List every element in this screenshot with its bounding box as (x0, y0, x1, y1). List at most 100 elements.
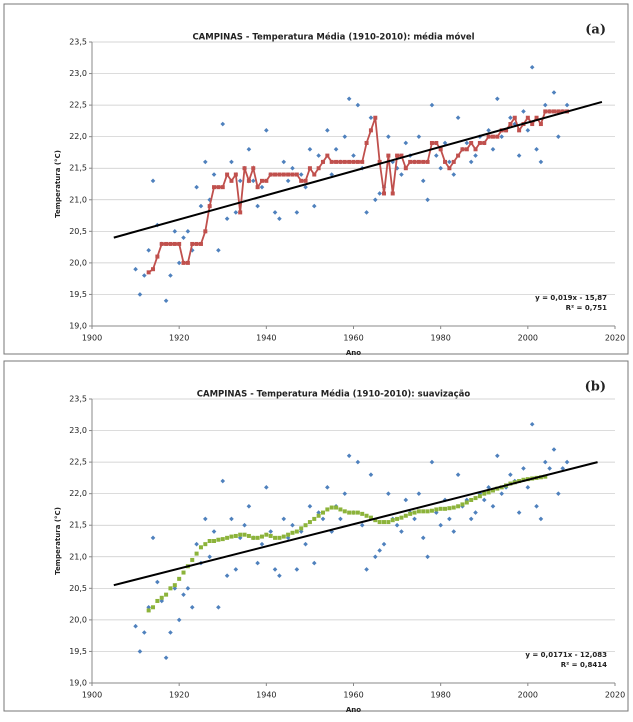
square-marker (538, 122, 543, 127)
square-marker (473, 496, 478, 501)
diamond-marker (311, 203, 317, 209)
diamond-marker (146, 247, 151, 253)
diamond-marker (298, 529, 304, 534)
diamond-marker (198, 203, 204, 209)
square-marker (159, 241, 164, 246)
chart-panel: CAMPINAS - Temperatura Média (1910-2010)… (3, 360, 629, 714)
square-marker (364, 140, 369, 145)
square-marker (425, 159, 430, 164)
square-marker (251, 535, 256, 540)
square-marker (347, 510, 352, 515)
square-marker (429, 140, 434, 145)
diamond-marker (372, 197, 378, 203)
y-tick-label: 22,0 (69, 489, 87, 498)
diamond-marker (264, 485, 269, 490)
diamond-marker (381, 541, 387, 547)
diamond-marker (194, 184, 199, 190)
diamond-marker (490, 503, 496, 509)
diamond-marker (207, 554, 212, 560)
square-marker (155, 254, 160, 259)
x-axis-label: Ano (346, 349, 361, 357)
diamond-marker (281, 159, 287, 165)
square-marker (451, 505, 456, 510)
square-marker (438, 506, 443, 511)
square-marker (151, 605, 156, 610)
diamond-marker (451, 172, 457, 177)
diamond-marker (268, 529, 273, 534)
diamond-marker (142, 630, 147, 635)
diamond-marker (150, 535, 156, 541)
square-marker (447, 166, 452, 171)
diamond-marker (342, 491, 348, 496)
square-marker (521, 477, 526, 482)
square-marker (390, 518, 395, 523)
x-tick-label: 1940 (256, 691, 276, 700)
diamond-marker (473, 510, 478, 515)
diamond-marker (564, 102, 570, 108)
diamond-marker (329, 529, 335, 534)
square-marker (434, 140, 439, 145)
y-tick-label: 20,5 (69, 227, 87, 236)
diamond-marker (237, 178, 243, 184)
diamond-marker (542, 459, 548, 465)
square-marker (447, 506, 452, 511)
square-marker (259, 178, 264, 183)
square-marker (421, 159, 426, 164)
diamond-marker (438, 165, 443, 171)
y-tick-label: 20,5 (69, 584, 87, 593)
diamond-marker (159, 598, 165, 604)
square-marker (312, 516, 317, 521)
trend-line (113, 461, 598, 587)
square-marker (303, 523, 308, 528)
square-marker (255, 535, 260, 540)
square-marker (547, 109, 552, 114)
square-marker (425, 509, 430, 514)
square-marker (242, 166, 247, 171)
diamond-marker (255, 560, 260, 566)
square-marker (469, 140, 474, 145)
diamond-marker (516, 510, 522, 515)
y-tick-label: 20,0 (69, 615, 87, 624)
diamond-marker (172, 229, 178, 234)
square-marker (294, 529, 299, 534)
y-axis-label: Temperatura (°C) (54, 150, 62, 218)
square-marker (373, 518, 378, 523)
square-marker (525, 115, 530, 120)
square-marker (355, 159, 360, 164)
diamond-marker (416, 134, 422, 139)
square-marker (203, 542, 208, 547)
square-marker (443, 506, 448, 511)
diamond-marker (168, 630, 173, 635)
diamond-marker (294, 210, 300, 215)
diamond-marker (394, 522, 400, 528)
diamond-marker (495, 453, 500, 459)
diamond-marker (142, 273, 147, 278)
square-marker (460, 502, 465, 507)
diamond-marker (547, 466, 552, 471)
diamond-marker (556, 491, 561, 496)
square-marker (251, 166, 256, 171)
square-marker (443, 159, 448, 164)
square-marker (290, 172, 295, 177)
y-tick-label: 21,0 (69, 195, 87, 204)
square-marker (329, 505, 334, 510)
diamond-marker (534, 146, 539, 152)
diamond-marker (508, 472, 513, 478)
diamond-marker (386, 491, 391, 496)
diamond-marker (368, 472, 374, 478)
diamond-marker (420, 535, 426, 541)
diamond-marker (290, 522, 295, 528)
square-marker (190, 241, 195, 246)
diamond-marker (259, 184, 265, 190)
square-marker (556, 109, 561, 114)
square-marker (233, 533, 238, 538)
diamond-marker (150, 178, 156, 184)
square-marker (490, 488, 495, 493)
square-marker (429, 508, 434, 513)
diamond-marker (172, 586, 178, 591)
diamond-marker (346, 96, 352, 102)
square-marker (360, 159, 365, 164)
x-axis-label: Ano (346, 706, 361, 714)
square-marker (316, 513, 321, 518)
